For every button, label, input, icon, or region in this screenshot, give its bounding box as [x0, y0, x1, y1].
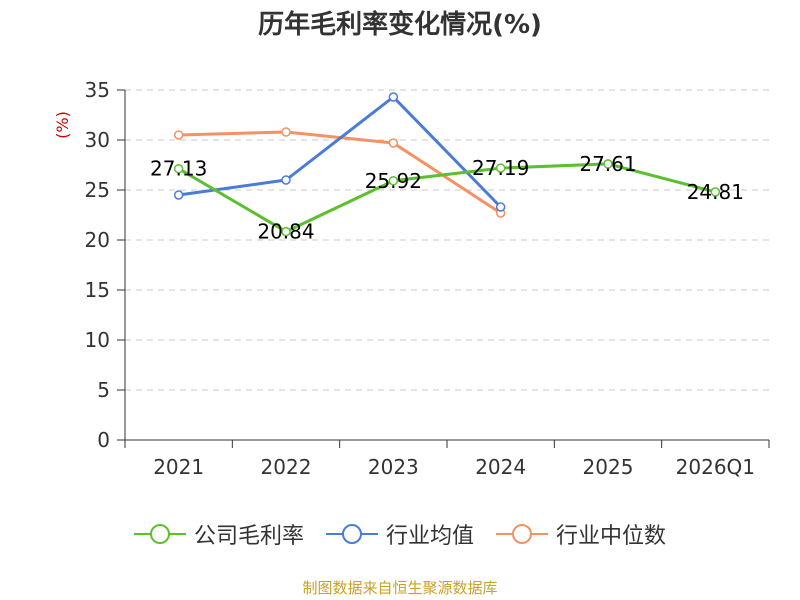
legend-marker-industry-mean [325, 524, 378, 544]
x-tick-label: 2021 [153, 455, 204, 479]
data-label: 25.92 [365, 169, 422, 193]
y-axis-label: (%) [53, 111, 72, 139]
x-tick-label: 2025 [583, 455, 634, 479]
legend-item-industry-mean[interactable]: 行业均值 [325, 518, 474, 550]
legend-label-industry-median: 行业中位数 [556, 524, 667, 549]
data-point [281, 226, 291, 237]
data-point [388, 176, 399, 186]
series-line-0 [177, 162, 716, 234]
y-tick-label: 10 [85, 328, 110, 352]
data-point [495, 163, 506, 173]
data-label: 27.61 [579, 152, 636, 176]
data-label: 27.13 [150, 157, 207, 181]
x-tick-label: 2026Q1 [676, 455, 755, 479]
data-point [710, 187, 721, 197]
data-point [173, 190, 184, 200]
data-point [603, 159, 613, 169]
y-tick-label: 5 [97, 378, 110, 402]
legend-marker-industry-median [496, 524, 548, 544]
data-point [388, 92, 399, 102]
legend-label-industry-mean: 行业均值 [385, 524, 474, 549]
data-point [173, 130, 184, 140]
data-point [281, 175, 291, 185]
series-line-1 [178, 95, 502, 209]
x-tick-label: 2024 [475, 455, 526, 479]
y-tick-label: 20 [85, 228, 110, 252]
data-point [388, 138, 399, 148]
data-label: 20.84 [257, 220, 314, 244]
data-label: 27.19 [472, 156, 529, 180]
source-footer: 制图数据来自恒生聚源数据库 [302, 579, 498, 597]
data-label: 24.81 [687, 180, 744, 204]
x-tick-label: 2023 [368, 455, 419, 479]
y-tick-label: 35 [85, 78, 110, 102]
y-tick-label: 25 [85, 178, 110, 202]
legend-item-company[interactable]: 公司毛利率 [133, 518, 304, 550]
data-point [495, 202, 506, 212]
x-tick-label: 2022 [261, 455, 312, 479]
legend: 公司毛利率 行业均值 行业中位数 [0, 518, 800, 550]
y-tick-label: 30 [85, 128, 110, 152]
legend-label-company: 公司毛利率 [193, 524, 304, 549]
y-tick-label: 15 [85, 278, 110, 302]
legend-marker-company [133, 524, 186, 544]
legend-item-industry-median[interactable]: 行业中位数 [496, 518, 666, 550]
data-point [173, 163, 184, 174]
y-tick-label: 0 [97, 428, 110, 452]
data-point [281, 127, 291, 137]
chart-title: 历年毛利率变化情况(%) [258, 10, 542, 40]
